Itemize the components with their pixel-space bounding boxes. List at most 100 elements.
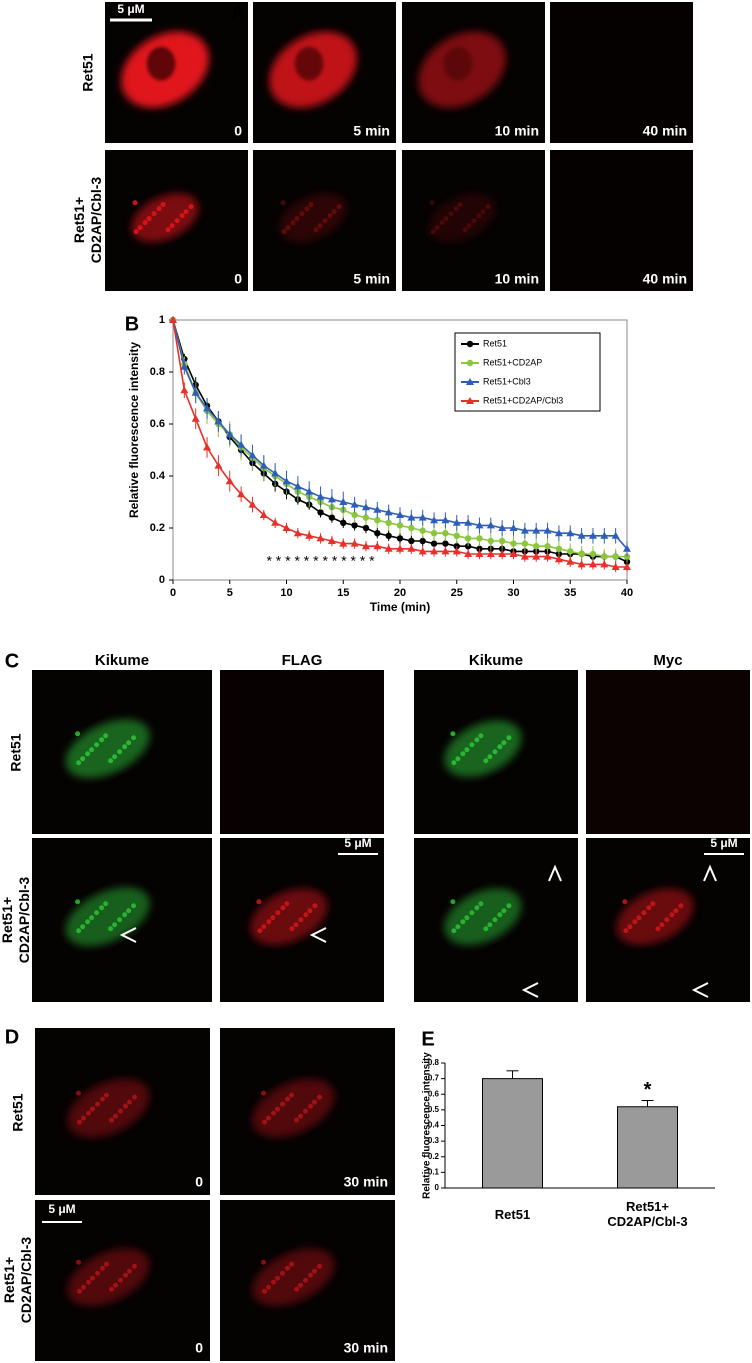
vesicle [103, 733, 109, 739]
vesicle [275, 1275, 280, 1281]
vesicle [317, 1263, 322, 1269]
vesicle [133, 229, 139, 235]
y-tick-label: 0.2 [150, 522, 165, 534]
data-point [486, 550, 495, 557]
vesicle [280, 1270, 285, 1276]
y-tick-label: 0.1 [428, 1167, 440, 1176]
vesicle [485, 204, 491, 210]
vesicle [483, 758, 489, 764]
vesicle [271, 1279, 276, 1285]
vesicle [75, 731, 81, 737]
data-point [305, 487, 314, 495]
row-label: Ret51+ CD2AP/Cbl-3 [71, 176, 104, 264]
vesicle [453, 206, 459, 212]
vesicle [118, 1108, 123, 1114]
panel-label: C [5, 650, 19, 672]
row-label: Ret51+ CD2AP/Cbl-3 [0, 876, 32, 964]
vesicle [89, 915, 95, 921]
annotation: * [644, 1079, 652, 1101]
data-point [566, 529, 575, 537]
data-point [373, 505, 382, 513]
vesicle [308, 1272, 313, 1278]
arrowhead [548, 864, 562, 882]
cell [67, 1078, 150, 1138]
vesicle [85, 919, 91, 925]
x-tick-label: 40 [621, 587, 633, 599]
vesicle [450, 731, 456, 737]
micrograph-background [550, 150, 693, 291]
vesicle [266, 1115, 271, 1121]
data-point [464, 535, 472, 542]
data-point [611, 531, 620, 539]
vesicle [262, 1288, 267, 1294]
vesicle [122, 912, 128, 918]
vesicle [451, 760, 457, 766]
vesicle [285, 225, 291, 231]
data-point [384, 508, 393, 516]
micrograph [220, 838, 384, 1002]
data-point [203, 404, 212, 412]
vesicle [165, 227, 171, 233]
vesicle [127, 1268, 132, 1274]
vesicle [313, 227, 319, 233]
y-axis-label: Relative fluorescence intensity [422, 1052, 433, 1199]
micrograph [586, 838, 750, 1002]
data-point [385, 532, 392, 539]
vesicle [462, 227, 468, 233]
x-tick-label: 15 [337, 587, 349, 599]
arrowhead [309, 927, 327, 943]
vesicle [304, 206, 310, 212]
data-point [351, 522, 358, 529]
vesicle [294, 1286, 299, 1292]
x-tick-label: 35 [564, 587, 576, 599]
data-point [600, 560, 609, 568]
vesicle [280, 1101, 285, 1107]
data-point [419, 537, 426, 545]
legend-box [454, 332, 601, 412]
vesicle [627, 924, 633, 930]
micrograph [402, 150, 545, 291]
vesicle [317, 223, 323, 229]
vesicle [137, 225, 143, 231]
vesicle [474, 905, 480, 911]
vesicle [636, 915, 642, 921]
vesicle [303, 1108, 308, 1114]
micrograph [550, 2, 693, 143]
data-point [498, 537, 506, 545]
data-point [533, 543, 540, 550]
cell [67, 1248, 150, 1306]
data-point [408, 537, 415, 545]
vesicle [455, 756, 461, 762]
micrograph [220, 670, 384, 834]
haze [586, 670, 750, 834]
vesicle [506, 903, 512, 909]
data-point [555, 545, 563, 552]
row-label: Ret51+ CD2AP/Cbl-3 [1, 1236, 34, 1324]
vesicle [430, 229, 436, 235]
data-point [588, 531, 597, 539]
vesicle [131, 903, 137, 909]
vesicle [122, 744, 128, 750]
vesicle [86, 1279, 91, 1285]
vesicle [284, 901, 290, 907]
vesicle [280, 200, 286, 206]
vesicle [76, 928, 82, 934]
data-point [543, 552, 552, 560]
vesicle [298, 1282, 303, 1288]
vesicle [623, 928, 629, 934]
time-label: 0 [195, 1174, 203, 1190]
data-point [180, 362, 189, 370]
x-tick-label: Ret51 [494, 1206, 531, 1222]
vesicle [469, 910, 475, 916]
row-label: Ret51 [9, 1092, 26, 1132]
vesicle [655, 926, 661, 932]
data-point [509, 524, 518, 531]
data-point [339, 498, 348, 505]
vesicle [169, 223, 175, 229]
data-point [588, 560, 597, 568]
vesicle [622, 899, 628, 905]
y-tick-label: 0.2 [428, 1152, 440, 1161]
vesicle [99, 737, 105, 743]
vesicle [104, 1092, 109, 1098]
